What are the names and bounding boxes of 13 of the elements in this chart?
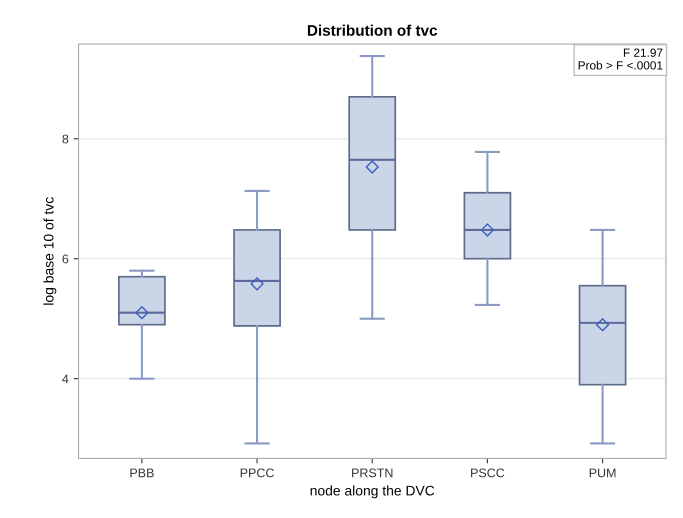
y-tick-label: 4 bbox=[62, 374, 68, 384]
y-axis-title: log base 10 of tvc bbox=[43, 197, 56, 305]
x-tick-label: PSCC bbox=[471, 468, 504, 478]
x-tick-label: PBB bbox=[130, 468, 154, 478]
x-tick-label: PPCC bbox=[240, 468, 274, 478]
x-axis-title: node along the DVC bbox=[310, 485, 434, 498]
annotation: F 21.97 bbox=[624, 48, 662, 57]
x-tick-label: PUM bbox=[590, 468, 616, 478]
y-tick-label: 8 bbox=[62, 134, 68, 144]
x-tick-label: PRSTN bbox=[352, 468, 392, 478]
y-tick-label: 6 bbox=[62, 254, 68, 264]
annotation: Prob > F <.0001 bbox=[578, 60, 662, 70]
chart-title: Distribution of tvc bbox=[308, 24, 438, 36]
